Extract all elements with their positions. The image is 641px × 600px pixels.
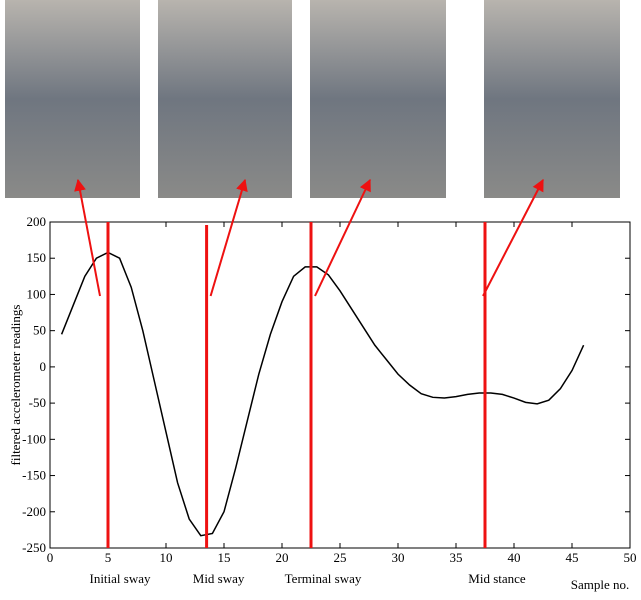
x-tick-label: 0 — [47, 550, 54, 565]
y-axis-label: filtered accelerometer readings — [8, 305, 23, 466]
phase-label: Mid sway — [193, 571, 245, 586]
photo — [5, 0, 140, 198]
x-tick-label: 20 — [276, 550, 289, 565]
x-tick-label: 45 — [566, 550, 579, 565]
y-tick-label: 50 — [33, 323, 46, 338]
phase-label: Initial sway — [89, 571, 151, 586]
x-tick-label: 15 — [218, 550, 231, 565]
x-tick-label: 25 — [334, 550, 347, 565]
arrow — [314, 178, 371, 297]
y-tick-label: -250 — [22, 540, 46, 555]
x-tick-label: 35 — [450, 550, 463, 565]
x-tick-label: 40 — [508, 550, 521, 565]
y-tick-label: -150 — [22, 468, 46, 483]
phase-label: Terminal sway — [285, 571, 362, 586]
data-line — [60, 251, 585, 537]
x-axis-label: Sample no. — [571, 577, 630, 592]
arrow — [74, 178, 101, 297]
photo — [484, 0, 620, 198]
y-tick-label: 0 — [40, 359, 47, 374]
photo — [310, 0, 446, 198]
x-tick-label: 50 — [624, 550, 637, 565]
y-tick-label: 200 — [27, 214, 47, 229]
y-tick-label: -50 — [29, 395, 46, 410]
x-tick-label: 10 — [160, 550, 173, 565]
photo — [158, 0, 292, 198]
y-tick-label: -200 — [22, 504, 46, 519]
x-tick-label: 30 — [392, 550, 405, 565]
y-tick-label: 100 — [27, 286, 47, 301]
arrow — [209, 178, 248, 297]
photos — [5, 0, 620, 198]
arrow — [482, 178, 544, 297]
phase-label: Mid stance — [468, 571, 526, 586]
y-tick-label: 150 — [27, 250, 47, 265]
x-tick-label: 5 — [105, 550, 112, 565]
y-tick-label: -100 — [22, 431, 46, 446]
plot-frame — [49, 221, 631, 549]
